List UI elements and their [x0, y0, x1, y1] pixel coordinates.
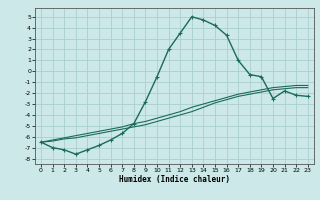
X-axis label: Humidex (Indice chaleur): Humidex (Indice chaleur): [119, 175, 230, 184]
